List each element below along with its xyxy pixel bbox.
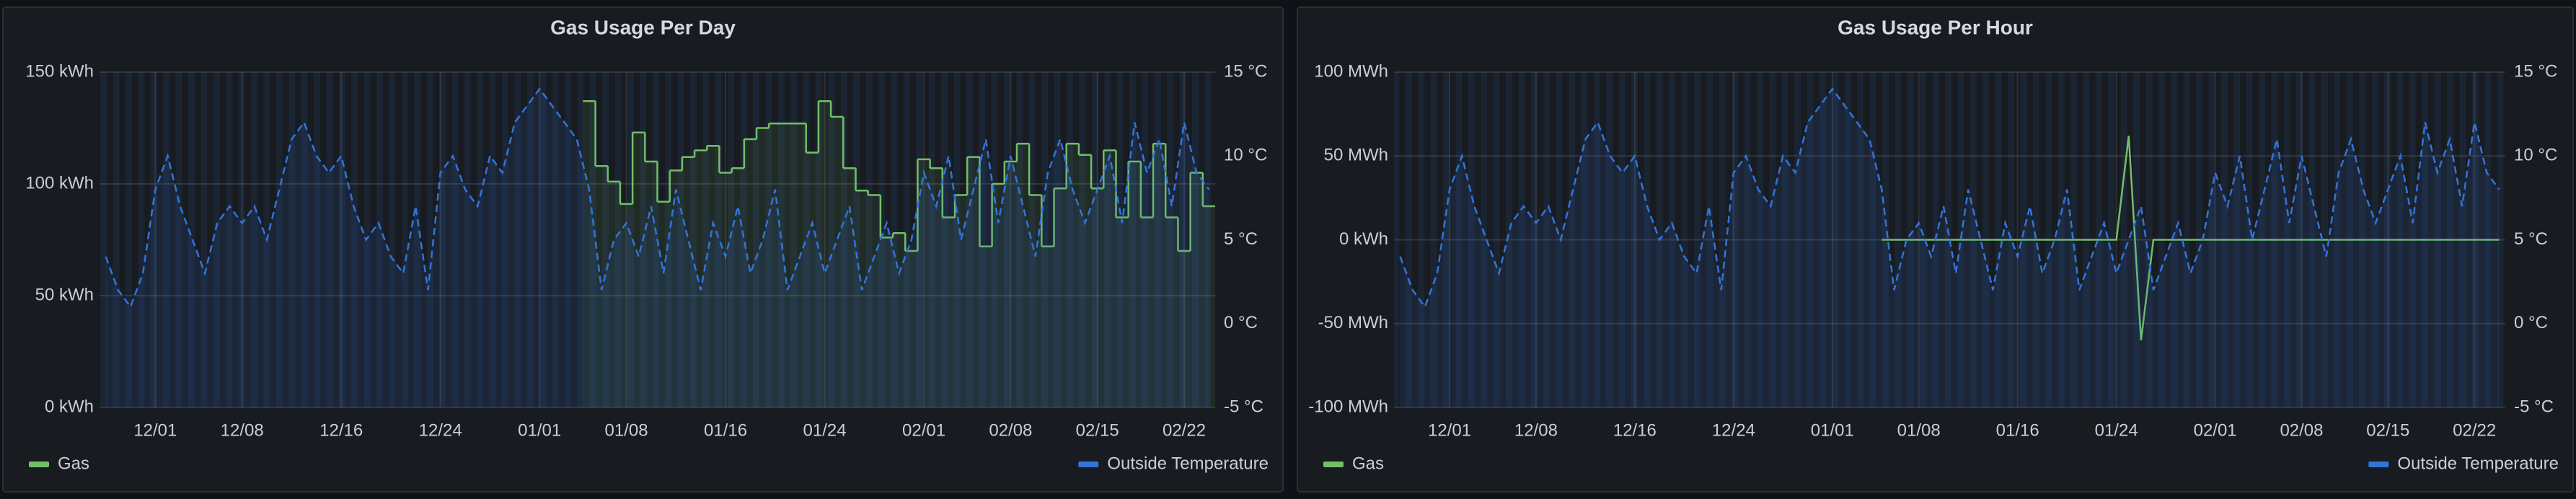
legend-label: Outside Temperature xyxy=(1107,454,1269,473)
y2-tick-label: 5 °C xyxy=(1224,229,1258,249)
temperature-area xyxy=(1400,89,2500,407)
gas-area xyxy=(583,101,1215,408)
y2-tick-label: 5 °C xyxy=(2514,229,2548,249)
x-tick-label: 12/08 xyxy=(221,420,264,440)
legend-label: Outside Temperature xyxy=(2397,454,2559,473)
x-tick-label: 01/16 xyxy=(704,420,747,440)
temperature-line xyxy=(1399,87,2500,309)
y-tick-label: 50 MWh xyxy=(1324,146,1388,165)
y-tick-label: -50 MWh xyxy=(1318,313,1388,332)
legend-label: Gas xyxy=(1352,454,1384,473)
y2-tick-label: 15 °C xyxy=(1224,61,1267,81)
x-tick-label: 12/16 xyxy=(1613,420,1657,440)
legend-swatch xyxy=(2368,462,2389,467)
x-tick-label: 02/22 xyxy=(1163,420,1206,440)
y2-tick-label: -5 °C xyxy=(1224,397,1263,416)
x-tick-label: 02/08 xyxy=(2280,420,2323,440)
x-tick-label: 02/22 xyxy=(2453,420,2496,440)
legend-swatch xyxy=(1323,462,1344,467)
x-tick-label: 02/01 xyxy=(2194,420,2237,440)
x-tick-label: 01/01 xyxy=(1811,420,1854,440)
y-tick-label: 0 kWh xyxy=(1339,229,1388,249)
x-tick-label: 12/01 xyxy=(133,420,177,440)
legend-label: Gas xyxy=(58,454,89,473)
x-tick-label: 02/08 xyxy=(989,420,1032,440)
y-tick-label: 100 MWh xyxy=(1314,61,1388,81)
x-tick-label: 12/24 xyxy=(1712,420,1755,440)
temperature-area xyxy=(105,89,1209,407)
x-tick-label: 02/01 xyxy=(902,420,945,440)
y-tick-label: 0 kWh xyxy=(45,397,94,416)
x-tick-label: 01/08 xyxy=(1897,420,1941,440)
x-tick-label: 12/01 xyxy=(1428,420,1471,440)
y-tick-label: 50 kWh xyxy=(35,285,94,304)
chart-title: Gas Usage Per Day xyxy=(550,16,736,38)
y2-tick-label: 0 °C xyxy=(1224,313,1258,332)
y2-tick-label: 15 °C xyxy=(2514,61,2557,81)
chart-title: Gas Usage Per Hour xyxy=(1838,16,2033,38)
x-tick-label: 12/16 xyxy=(319,420,363,440)
x-tick-label: 01/24 xyxy=(803,420,847,440)
legend-swatch xyxy=(29,462,49,467)
x-tick-label: 01/01 xyxy=(518,420,561,440)
x-tick-label: 01/08 xyxy=(604,420,648,440)
x-tick-label: 02/15 xyxy=(1076,420,1119,440)
legend-swatch xyxy=(1078,462,1099,467)
x-tick-label: 01/24 xyxy=(2095,420,2138,440)
x-tick-label: 02/15 xyxy=(2366,420,2409,440)
y2-tick-label: 10 °C xyxy=(2514,146,2557,165)
y-tick-label: -100 MWh xyxy=(1308,397,1388,416)
y2-tick-label: 10 °C xyxy=(1224,146,1267,165)
gas-line xyxy=(1882,136,2500,341)
x-tick-label: 12/08 xyxy=(1514,420,1558,440)
x-tick-label: 12/24 xyxy=(419,420,462,440)
y-tick-label: 100 kWh xyxy=(25,173,94,193)
x-tick-label: 01/16 xyxy=(1996,420,2039,440)
y2-tick-label: -5 °C xyxy=(2514,397,2554,416)
y-tick-label: 150 kWh xyxy=(25,61,94,81)
y2-tick-label: 0 °C xyxy=(2514,313,2548,332)
temperature-line xyxy=(105,87,1210,309)
